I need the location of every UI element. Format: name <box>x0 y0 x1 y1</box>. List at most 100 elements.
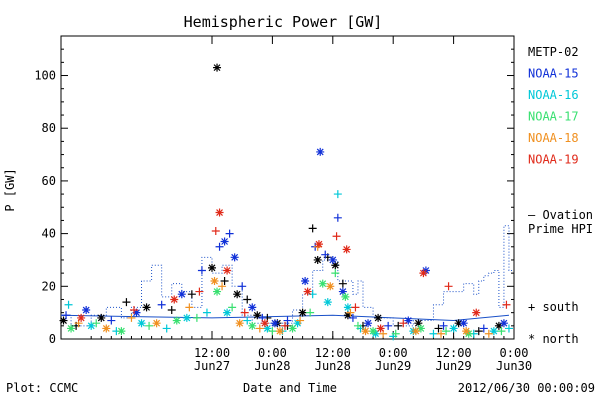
series-noaa-17 <box>67 269 506 338</box>
marker-legend-south: + south <box>528 300 579 314</box>
data-point-south <box>504 324 513 333</box>
x-tick-label-date: Jun29 <box>436 359 472 373</box>
data-point-south <box>321 250 330 259</box>
data-point-south <box>192 313 201 322</box>
ovation-legend-label-line2: Prime HPI <box>528 222 593 236</box>
data-point-north <box>210 277 219 286</box>
data-point-north <box>117 327 126 336</box>
x-tick-label-time: 12:00 <box>194 346 230 360</box>
data-point-north <box>172 316 181 325</box>
plot-credit: Plot: CCMC <box>6 381 78 395</box>
data-point-north <box>454 319 463 328</box>
data-point-south <box>243 316 252 325</box>
data-point-north <box>494 321 503 330</box>
y-axis: 0 20 40 60 80 100 <box>34 48 514 346</box>
data-point-north <box>97 313 106 322</box>
data-point-north <box>263 324 272 333</box>
data-point-north <box>369 327 378 336</box>
plot-timestamp: 2012/06/30 00:00:09 <box>458 381 595 395</box>
data-point-south <box>64 300 73 309</box>
data-point-north <box>87 321 96 330</box>
data-point-north <box>419 269 428 278</box>
data-point-north <box>404 316 413 325</box>
legend-entry: METP-02 <box>528 45 579 59</box>
data-point-south <box>240 308 249 317</box>
data-point-south <box>384 321 393 330</box>
data-point-south <box>228 303 237 312</box>
data-point-north <box>364 319 373 328</box>
data-point-south <box>255 324 264 333</box>
data-point-south <box>434 324 443 333</box>
x-tick-label-date: Jun28 <box>315 359 351 373</box>
data-point-north <box>342 245 351 254</box>
plot-frame <box>60 35 515 340</box>
data-point-north <box>223 308 232 317</box>
data-point-south <box>391 329 400 338</box>
data-point-north <box>318 279 327 288</box>
data-point-north <box>152 319 161 328</box>
x-axis: 12:00Jun270:00Jun2812:00Jun280:00Jun2912… <box>90 36 532 373</box>
data-point-south <box>296 316 305 325</box>
data-point-north <box>59 316 68 325</box>
data-point-south <box>333 190 342 199</box>
data-point-north <box>331 261 340 270</box>
x-tick-label-time: 0:00 <box>379 346 408 360</box>
data-point-south <box>353 321 362 330</box>
data-point-north <box>459 319 468 328</box>
data-point-north <box>260 319 269 328</box>
series-noaa-19 <box>77 208 511 333</box>
data-point-north <box>328 255 337 264</box>
data-point-south <box>225 229 234 238</box>
y-tick-label: 40 <box>42 227 56 241</box>
x-tick-label-date: Jun28 <box>254 359 290 373</box>
data-point-north <box>499 319 508 328</box>
x-tick-label-date: Jun30 <box>496 359 532 373</box>
data-point-south <box>62 311 71 320</box>
data-point-north <box>293 319 302 328</box>
data-point-north <box>102 324 111 333</box>
legend: METP-02 NOAA-15 NOAA-16 NOAA-17 NOAA-18 NOAA-… <box>528 45 579 167</box>
ovation-step-line <box>61 225 514 327</box>
marker-legend-north: * north <box>528 332 579 346</box>
ovation-legend-label: — Ovation <box>528 208 593 222</box>
legend-entry: NOAA-16 <box>528 88 579 102</box>
data-point-north <box>303 287 312 296</box>
data-point-north <box>177 290 186 299</box>
data-point-south <box>238 282 247 291</box>
data-point-south <box>157 300 166 309</box>
data-point-south <box>308 224 317 233</box>
data-point-north <box>220 237 229 246</box>
data-point-south <box>348 313 357 322</box>
data-point-north <box>326 282 335 291</box>
y-tick-label: 60 <box>42 174 56 188</box>
data-point-north <box>233 290 242 299</box>
data-point-north <box>77 313 86 322</box>
data-point-south <box>243 295 252 304</box>
data-point-north <box>489 327 498 336</box>
ovation-prime-hpi-line <box>60 225 514 327</box>
data-point-south <box>394 321 403 330</box>
y-axis-label: P [GW] <box>3 168 17 211</box>
data-point-north <box>376 324 385 333</box>
data-point-north <box>215 208 224 217</box>
data-point-south <box>332 232 341 241</box>
data-point-north <box>248 303 257 312</box>
data-point-south <box>338 279 347 288</box>
data-point-north <box>230 253 239 262</box>
data-point-north <box>67 324 76 333</box>
data-point-south <box>437 329 446 338</box>
data-point-south <box>218 282 227 291</box>
data-point-south <box>280 321 289 330</box>
data-point-south <box>351 303 360 312</box>
data-point-south <box>127 313 136 322</box>
data-point-north <box>314 240 323 249</box>
data-point-north <box>361 327 370 336</box>
data-point-north <box>462 327 471 336</box>
data-point-south <box>197 266 206 275</box>
data-point-north <box>137 319 146 328</box>
data-point-north <box>288 324 297 333</box>
series-layer <box>59 63 513 341</box>
data-point-south <box>211 226 220 235</box>
data-point-south <box>444 282 453 291</box>
data-point-south <box>92 319 101 328</box>
